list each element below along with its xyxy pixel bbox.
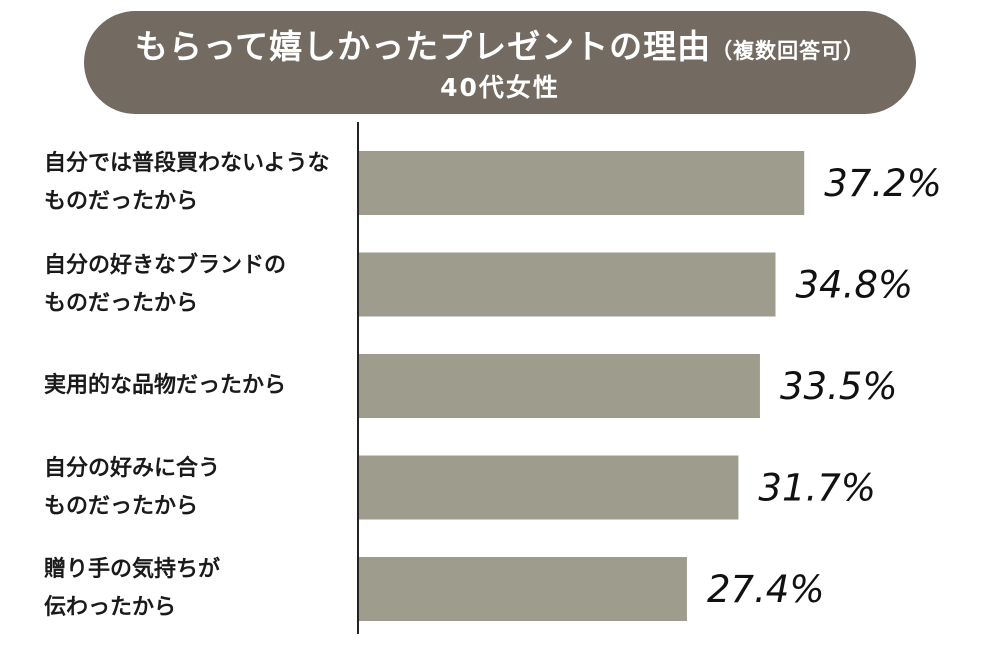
bar-1: [359, 151, 805, 215]
chart-title-text: もらって嬉しかったプレゼントの理由: [134, 27, 712, 66]
category-label-4: 自分の好みに合う ものだったから: [44, 455, 221, 519]
chart-title-note: （複数回答可）: [711, 39, 866, 63]
data-label-4: 31.7%: [758, 467, 876, 510]
bar-2: [359, 252, 776, 317]
chart-subtitle: 40代女性: [440, 73, 560, 102]
chart-title: もらって嬉しかったプレゼントの理由（複数回答可）: [84, 27, 916, 71]
bar-3: [359, 354, 760, 418]
bar-5: [359, 557, 687, 621]
category-label-3: 実用的な品物だったから: [44, 373, 287, 398]
data-label-2: 34.8%: [796, 264, 914, 307]
bar-4: [359, 455, 739, 520]
data-label-1: 37.2%: [824, 162, 942, 205]
chart-title-banner: もらって嬉しかったプレゼントの理由（複数回答可） 40代女性: [84, 11, 916, 114]
category-label-5: 贈り手の気持ちが 伝わったから: [44, 557, 221, 620]
data-label-5: 27.4%: [707, 568, 825, 611]
category-label-2: 自分の好きなブランドの ものだったから: [44, 252, 287, 316]
category-label-1: 自分では普段買わないような ものだったから: [44, 151, 330, 214]
data-label-3: 33.5%: [780, 365, 898, 408]
